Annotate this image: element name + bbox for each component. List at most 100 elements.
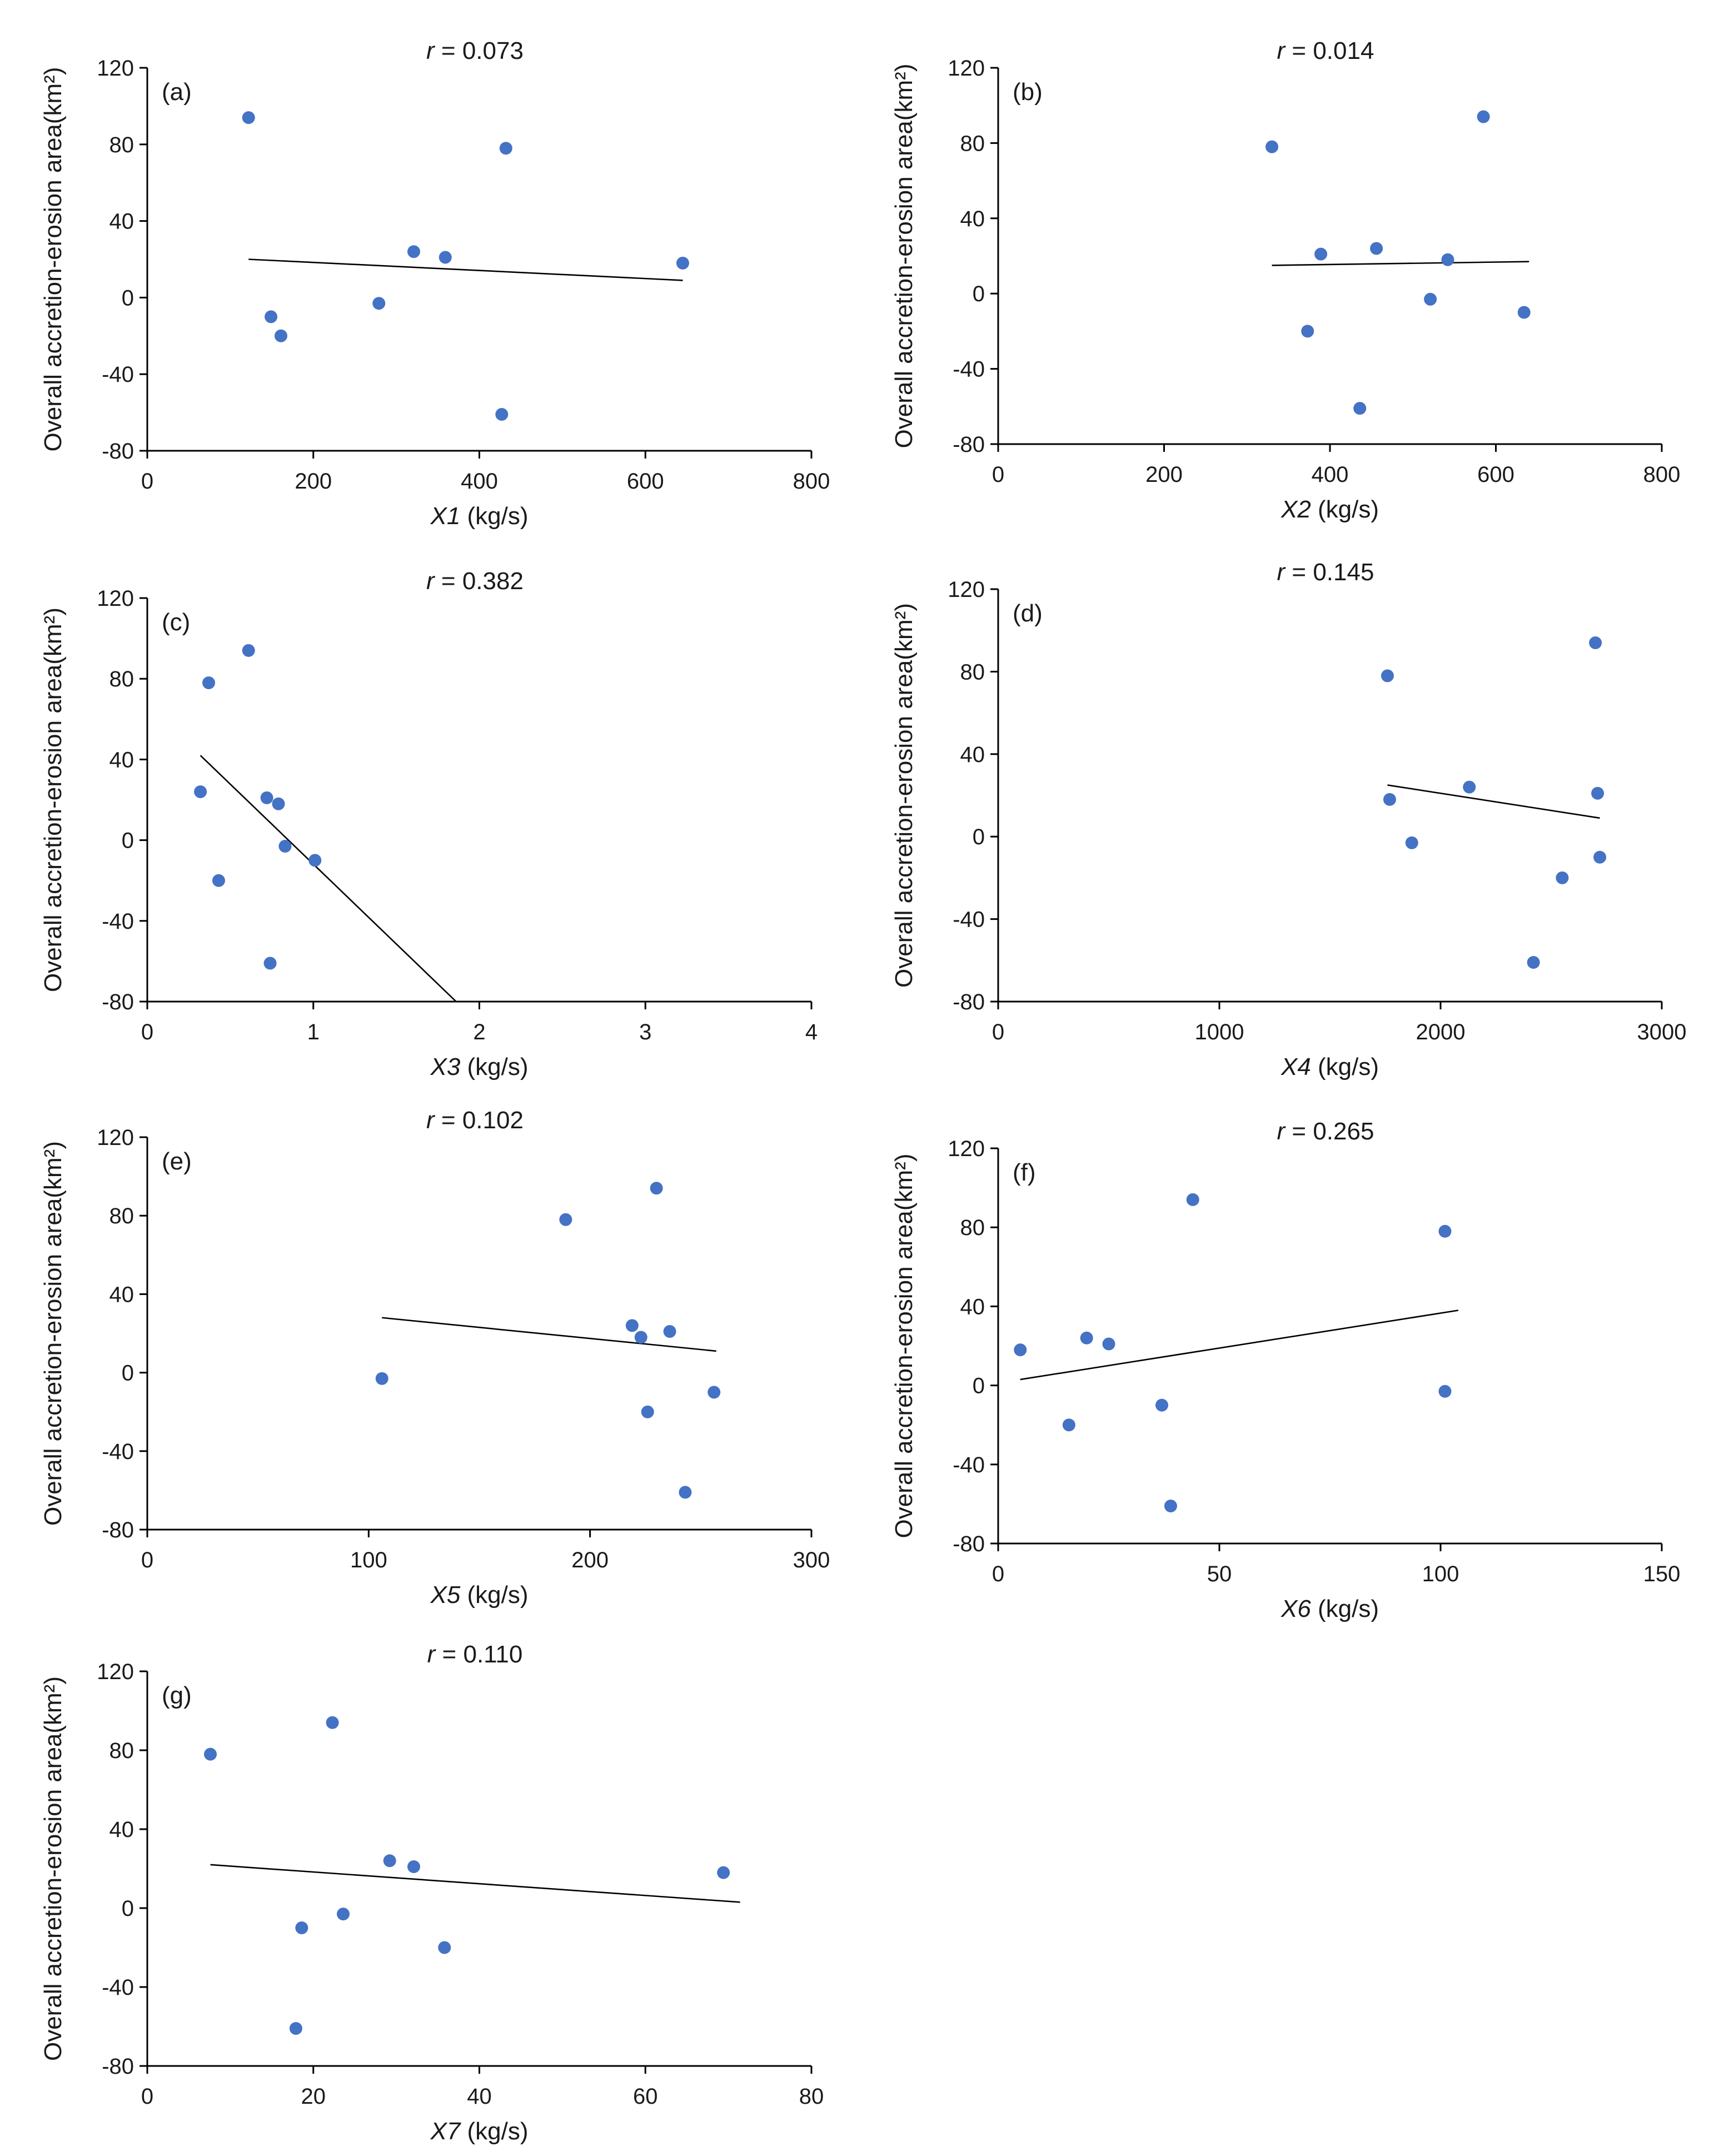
x-tick-label: 40: [467, 2084, 492, 2109]
y-axis-title: Overall accretion-erosion area(km²): [39, 1141, 67, 1526]
y-tick-label: -40: [102, 1440, 134, 1464]
x-tick-label: 800: [793, 469, 830, 494]
data-point: [676, 256, 689, 270]
data-point: [1591, 786, 1605, 800]
y-tick-label: 40: [109, 1818, 134, 1842]
y-axis-title: Overall accretion-erosion area(km²): [39, 608, 67, 992]
correlation-symbol: r: [1277, 559, 1287, 586]
y-tick-label: 120: [97, 56, 134, 81]
y-tick-label: -80: [953, 1532, 985, 1556]
data-point: [707, 1386, 721, 1399]
data-point: [1424, 292, 1437, 306]
y-axis-title: Overall accretion-erosion area(km²): [39, 67, 67, 452]
data-point: [1102, 1337, 1115, 1351]
x-tick-label: 4: [805, 1020, 818, 1044]
x-tick-label: 800: [1643, 462, 1681, 487]
correlation-value: = 0.014: [1285, 37, 1374, 64]
x-tick-label: 100: [1422, 1562, 1459, 1586]
x-tick-label: 0: [992, 462, 1004, 487]
x-tick-label: 200: [571, 1548, 609, 1572]
x-axis-unit: (kg/s): [460, 1581, 528, 1609]
panel-b: -80 -40 0 40 80 120 0 200 400 600 800 (b) r = 0.014 X…: [890, 37, 1680, 523]
data-point: [1381, 669, 1394, 683]
y-tick-label: -80: [953, 990, 985, 1014]
data-point: [1314, 247, 1328, 261]
x-axis-variable: X2: [1280, 496, 1311, 523]
data-point: [559, 1213, 572, 1226]
data-point: [1517, 306, 1531, 319]
data-point: [278, 839, 292, 853]
x-tick-label: 400: [461, 469, 498, 494]
data-point: [263, 957, 277, 970]
x-axis-unit: (kg/s): [460, 2118, 528, 2145]
data-point: [407, 245, 420, 258]
y-tick-label: 120: [97, 1126, 134, 1150]
y-tick-label: 80: [960, 660, 985, 684]
trend-line: [210, 1864, 740, 1903]
correlation-symbol: r: [1277, 37, 1287, 64]
trend-line: [1272, 261, 1529, 266]
data-point: [1301, 325, 1314, 338]
data-point: [439, 251, 452, 264]
x-axis-title: X7 (kg/s): [430, 2118, 528, 2145]
correlation-value: = 0.265: [1285, 1118, 1374, 1145]
y-tick-label: 80: [109, 667, 134, 691]
panel-label: (d): [1013, 600, 1043, 627]
y-tick-label: 120: [948, 1137, 985, 1161]
data-point: [242, 644, 255, 657]
panel-label: (e): [162, 1148, 192, 1175]
data-point: [679, 1486, 692, 1499]
x-axis-unit: (kg/s): [460, 502, 528, 530]
x-tick-label: 600: [1477, 462, 1514, 487]
correlation-value: = 0.145: [1285, 559, 1374, 586]
correlation-symbol: r: [427, 1641, 437, 1668]
correlation-label: r = 0.145: [1277, 559, 1374, 586]
data-point: [383, 1854, 396, 1868]
data-point: [1353, 402, 1367, 415]
data-point: [1155, 1398, 1169, 1412]
data-point: [663, 1325, 676, 1338]
panel-e: -80 -40 0 40 80 120 0 100 200 300 (e) r = 0.102 X5 (…: [39, 1107, 830, 1609]
panel-label: (f): [1013, 1159, 1036, 1186]
y-tick-label: 0: [122, 829, 134, 853]
correlation-symbol: r: [1277, 1118, 1287, 1145]
x-axis-unit: (kg/s): [460, 1053, 528, 1081]
correlation-value: = 0.073: [435, 37, 524, 64]
data-point: [274, 329, 287, 342]
data-point: [202, 676, 216, 689]
y-tick-label: 0: [973, 282, 985, 306]
x-tick-label: 3: [639, 1020, 651, 1044]
x-tick-label: 600: [627, 469, 664, 494]
data-point: [242, 111, 255, 125]
y-tick-label: 0: [122, 1361, 134, 1386]
y-axis-title: Overall accretion-erosion area(km²): [890, 1154, 918, 1538]
correlation-value: = 0.110: [435, 1641, 522, 1668]
correlation-label: r = 0.265: [1277, 1118, 1374, 1145]
data-point: [1441, 253, 1454, 266]
correlation-symbol: r: [426, 1107, 436, 1134]
y-tick-label: -40: [953, 357, 985, 382]
y-tick-label: 80: [960, 1216, 985, 1240]
x-tick-label: 0: [141, 1548, 153, 1572]
y-tick-label: -80: [953, 432, 985, 457]
correlation-value: = 0.382: [435, 567, 524, 595]
y-tick-label: 40: [960, 1294, 985, 1319]
y-tick-label: -80: [102, 1518, 134, 1542]
trend-line: [248, 258, 683, 281]
data-point: [1527, 956, 1540, 969]
data-point: [1370, 242, 1383, 255]
data-point: [265, 310, 278, 323]
y-axis-title: Overall accretion-erosion area(km²): [39, 1676, 67, 2061]
x-tick-label: 200: [1145, 462, 1183, 487]
data-point: [212, 874, 225, 887]
x-axis-title: X2 (kg/s): [1280, 496, 1379, 523]
x-tick-label: 0: [141, 469, 153, 494]
y-tick-label: -80: [102, 990, 134, 1014]
data-point: [308, 854, 322, 867]
y-tick-label: 40: [109, 748, 134, 772]
trend-line: [1387, 784, 1600, 819]
x-tick-label: 0: [992, 1562, 1004, 1586]
y-tick-label: 40: [960, 207, 985, 231]
data-point: [337, 1908, 350, 1921]
x-tick-label: 2: [473, 1020, 485, 1044]
